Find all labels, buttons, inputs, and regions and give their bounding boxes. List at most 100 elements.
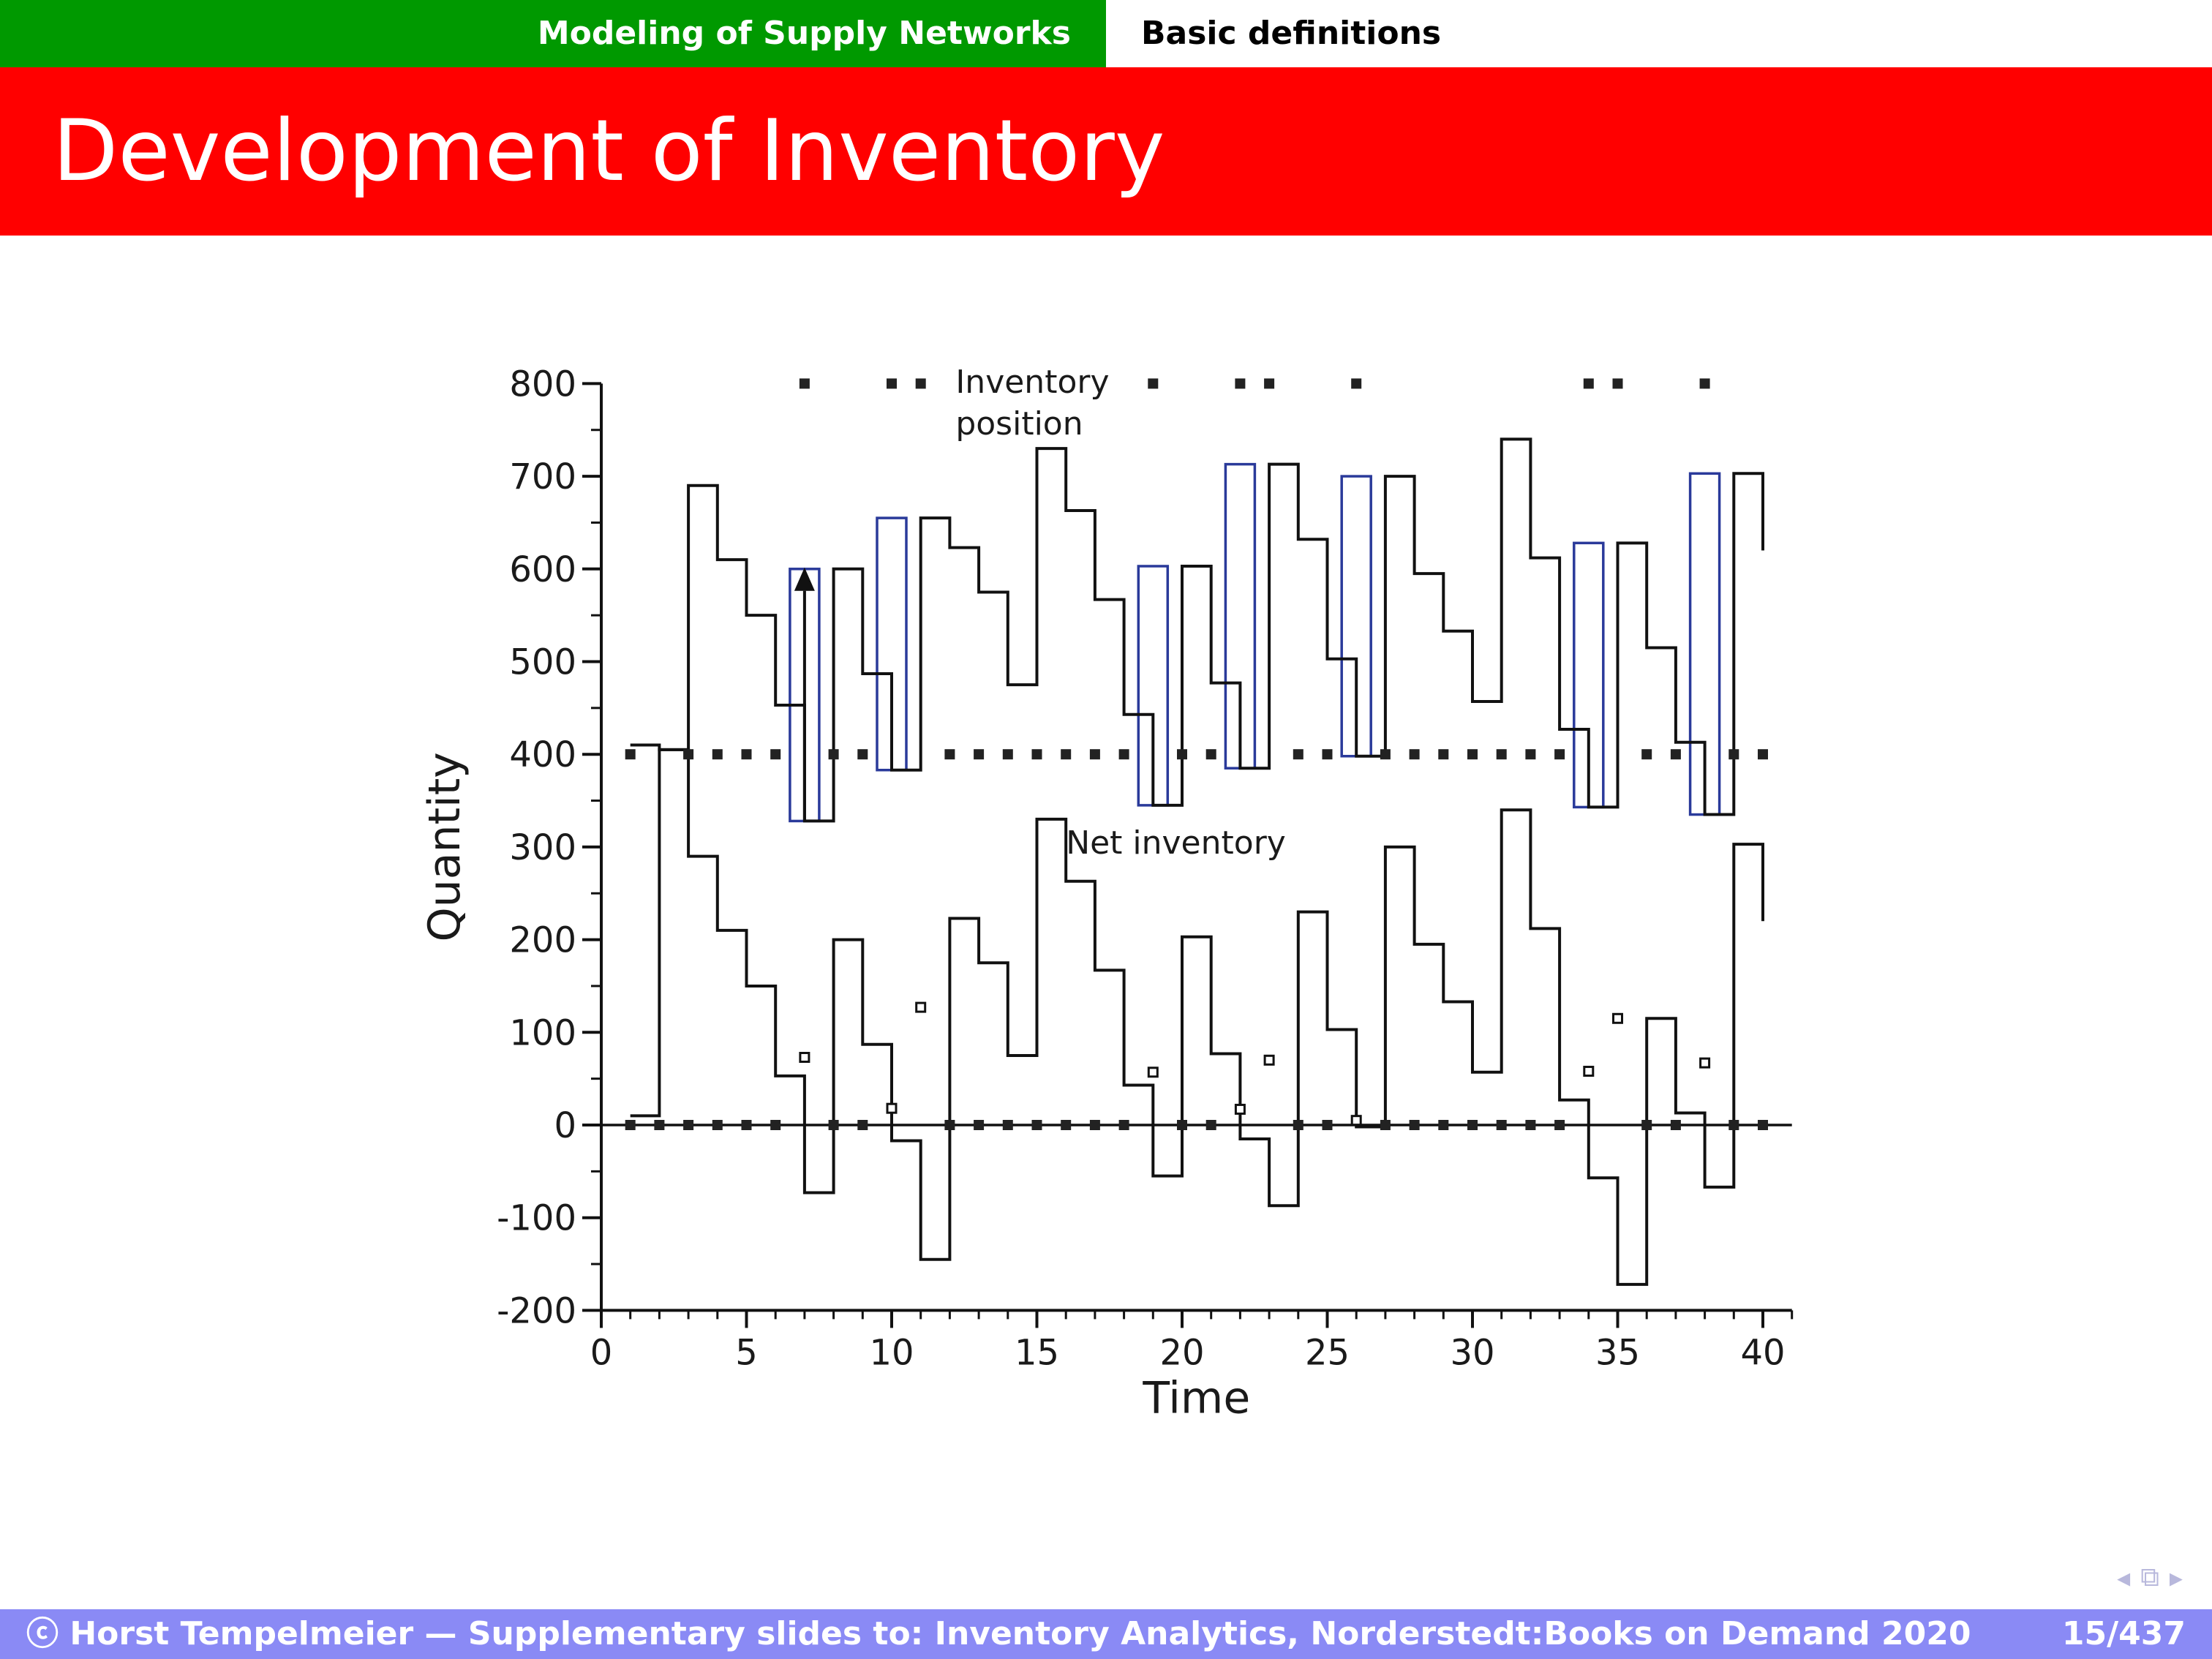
level-marker (770, 749, 781, 760)
backorder-marker (915, 1001, 927, 1013)
level-marker (683, 1120, 694, 1130)
level-marker (1496, 1120, 1507, 1130)
x-tick-label: 40 (1740, 1332, 1785, 1373)
annotation-2: Net inventory (1066, 824, 1286, 862)
level-marker (1438, 749, 1449, 760)
y-tick-label: 500 (509, 642, 576, 683)
y-tick-label: 200 (509, 920, 576, 961)
level-marker (1205, 1120, 1216, 1130)
level-marker (1380, 1120, 1391, 1130)
header-bar: Modeling of Supply Networks Basic defini… (0, 0, 2212, 67)
y-tick-label: 300 (509, 827, 576, 868)
order-marker (1264, 378, 1275, 389)
level-marker (1728, 1120, 1739, 1130)
order-marker (915, 378, 926, 389)
level-marker (712, 1120, 723, 1130)
level-marker (1177, 749, 1187, 760)
series-net-inventory (630, 748, 1764, 1286)
level-marker (1293, 1120, 1304, 1130)
frame-icon[interactable]: ⧉ (2140, 1562, 2159, 1592)
order-marker (1699, 378, 1710, 389)
order-marker (1583, 378, 1594, 389)
level-marker (1438, 1120, 1449, 1130)
level-marker (974, 1120, 985, 1130)
level-marker (625, 749, 636, 760)
level-marker (1322, 749, 1333, 760)
level-marker (1409, 1120, 1420, 1130)
title-bar: Development of Inventory (0, 67, 2212, 236)
arrow-right-icon[interactable]: ▸ (2169, 1562, 2183, 1593)
y-tick-label: 700 (509, 456, 576, 497)
level-marker (1670, 749, 1681, 760)
y-tick-label: -100 (497, 1198, 576, 1239)
level-marker (770, 1120, 781, 1130)
level-marker (1554, 749, 1565, 760)
order-marker (1235, 378, 1246, 389)
footer-citation: ⓒ Horst Tempelmeier — Supplementary slid… (26, 1615, 1971, 1652)
level-marker (1293, 749, 1304, 760)
level-marker (944, 1120, 955, 1130)
section-current[interactable]: Modeling of Supply Networks (0, 0, 1106, 67)
backorder-marker (1263, 1054, 1275, 1066)
x-tick-label: 35 (1595, 1332, 1640, 1373)
series-inventory-position (630, 437, 1764, 823)
backorder-marker (1350, 1115, 1362, 1126)
backorder-marker (1612, 1012, 1623, 1024)
level-marker (712, 749, 723, 760)
level-marker (1758, 749, 1768, 760)
level-marker (1641, 749, 1652, 760)
subsection-current[interactable]: Basic definitions (1106, 0, 2212, 67)
level-marker (1525, 749, 1536, 760)
y-tick-label: 0 (554, 1105, 576, 1146)
backorder-marker (799, 1052, 810, 1064)
level-marker (857, 1120, 868, 1130)
y-tick-label: 100 (509, 1012, 576, 1053)
x-tick-label: 15 (1015, 1332, 1059, 1373)
x-tick-label: 25 (1305, 1332, 1350, 1373)
order-marker (1351, 378, 1362, 389)
level-marker (1641, 1120, 1652, 1130)
level-marker (1002, 749, 1013, 760)
y-tick-label: 800 (509, 364, 576, 405)
level-marker (1467, 749, 1478, 760)
y-axis-label: Quantity (419, 752, 470, 941)
level-marker (1467, 1120, 1478, 1130)
level-marker (1061, 1120, 1072, 1130)
level-marker (1728, 749, 1739, 760)
level-marker (625, 1120, 636, 1130)
order-arrow-head (794, 567, 815, 591)
annotation-0: Inventory (955, 364, 1109, 401)
level-marker (683, 749, 694, 760)
backorder-marker (1147, 1066, 1159, 1078)
level-marker (741, 1120, 752, 1130)
level-marker (741, 749, 752, 760)
order-marker (799, 378, 810, 389)
level-marker (1758, 1120, 1768, 1130)
level-marker (944, 749, 955, 760)
y-tick-label: 400 (509, 734, 576, 775)
level-marker (1118, 749, 1129, 760)
slide-title: Development of Inventory (53, 102, 1165, 200)
page-number: 15/437 (2061, 1615, 2186, 1652)
x-axis-label: Time (1142, 1372, 1250, 1423)
slide-navigation: ◂ ⧉ ▸ (2117, 1560, 2183, 1596)
arrow-left-icon[interactable]: ◂ (2117, 1562, 2131, 1593)
level-marker (1554, 1120, 1565, 1130)
x-tick-label: 5 (735, 1332, 758, 1373)
level-marker (1061, 749, 1072, 760)
x-tick-label: 0 (590, 1332, 613, 1373)
level-marker (1409, 749, 1420, 760)
order-marker (1612, 378, 1623, 389)
x-tick-label: 20 (1159, 1332, 1204, 1373)
level-marker (1177, 1120, 1187, 1130)
x-tick-label: 10 (869, 1332, 914, 1373)
backorder-marker (1699, 1057, 1711, 1069)
backorder-marker (886, 1102, 898, 1114)
level-marker (1089, 749, 1100, 760)
y-tick-label: 600 (509, 549, 576, 590)
backorder-marker (1234, 1103, 1246, 1115)
level-marker (828, 749, 839, 760)
level-marker (1205, 749, 1216, 760)
annotation-1: position (955, 405, 1083, 443)
